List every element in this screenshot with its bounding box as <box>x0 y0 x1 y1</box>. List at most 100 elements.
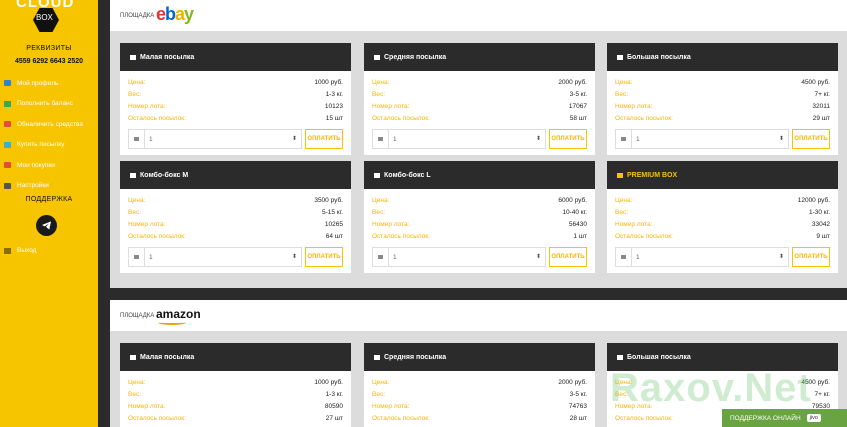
product-card: Большая посылка Цена: 4500 руб. Вес: 7+ кг… <box>607 43 838 155</box>
card-title: Большая посылка <box>627 353 691 361</box>
box-icon <box>616 248 632 266</box>
lot-row: Номер лота: 56430 <box>372 221 587 228</box>
box-icon <box>373 248 389 266</box>
product-card: Средняя посылка Цена: 2000 руб. Вес: 3-5 к… <box>364 343 595 427</box>
quantity-select[interactable]: 1 ⬍ <box>615 247 789 267</box>
box-icon <box>373 130 389 148</box>
left-row: Осталось посылок: 1 шт <box>372 233 587 240</box>
price-row: Цена: 2000 руб. <box>372 379 587 386</box>
price-row: Цена: 2000 руб. <box>372 79 587 86</box>
quantity-select[interactable]: 1 ⬍ <box>128 129 302 149</box>
card-title: Средняя посылка <box>384 53 447 61</box>
sidebar-item-label: Пополнить баланс <box>17 100 73 108</box>
box-icon <box>617 172 623 178</box>
telegram-button[interactable] <box>36 215 57 236</box>
card-header: Большая посылка <box>607 343 838 371</box>
card-header: Малая посылка <box>120 43 351 71</box>
left-row: Осталось посылок: 58 шт <box>372 115 587 122</box>
pay-button[interactable]: ОПЛАТИТЬ <box>549 129 587 149</box>
requisites-title: РЕКВИЗИТЫ <box>26 45 72 52</box>
ebay-logo: ebay <box>156 4 194 24</box>
platform-label: ПЛОЩАДКА <box>120 13 155 19</box>
sidebar-item-buy-package[interactable]: Купить посылку <box>0 135 98 156</box>
sidebar-item-profile[interactable]: Мой профиль <box>0 73 98 94</box>
price-row: Цена: 3500 руб. <box>128 197 343 204</box>
product-card: Малая посылка Цена: 1000 руб. Вес: 1-3 кг.… <box>120 43 351 155</box>
card-title: Малая посылка <box>140 53 195 61</box>
pay-button[interactable]: ОПЛАТИТЬ <box>305 129 343 149</box>
weight-row: Вес: 1-3 кг. <box>128 91 343 98</box>
left-row: Осталось посылок: <box>615 415 673 422</box>
sidebar-item-topup[interactable]: Пополнить баланс <box>0 94 98 115</box>
sidebar-item-label: Купить посылку <box>17 141 65 149</box>
lot-row: Номер лота: 80590 <box>128 403 343 410</box>
card-header: PREMIUM BOX <box>607 161 838 189</box>
sidebar: CLOUD BOX РЕКВИЗИТЫ 4559 6292 6643 2520 … <box>0 0 98 427</box>
box-icon <box>130 54 136 60</box>
pay-button[interactable]: ОПЛАТИТЬ <box>792 247 830 267</box>
weight-row: Вес: 1-30 кг. <box>615 209 830 216</box>
price-row: Цена: 6000 руб. <box>372 197 587 204</box>
chevron-updown-icon: ⬍ <box>535 136 541 142</box>
logo-subtext: BOX <box>36 13 53 22</box>
left-row: Осталось посылок: 64 шт <box>128 233 343 240</box>
chevron-updown-icon: ⬍ <box>291 254 297 260</box>
quantity-select[interactable]: 1 ⬍ <box>372 247 546 267</box>
card-title: PREMIUM BOX <box>627 171 678 179</box>
left-row: Осталось посылок: 27 шт <box>128 415 343 422</box>
weight-row: Вес: 3-5 кг. <box>372 391 587 398</box>
card-header: Комбо-бокс L <box>364 161 595 189</box>
exit-link[interactable]: Выход <box>4 247 36 254</box>
card-header: Средняя посылка <box>364 343 595 371</box>
pay-button[interactable]: ОПЛАТИТЬ <box>305 247 343 267</box>
lot-row: Номер лота: 10123 <box>128 103 343 110</box>
left-row: Осталось посылок: 28 шт <box>372 415 587 422</box>
watermark: Raxov.Net <box>610 366 812 410</box>
sidebar-item-label: Мои покупки <box>17 161 55 169</box>
quantity-select[interactable]: 1 ⬍ <box>128 247 302 267</box>
sidebar-item-label: Обналичить средства <box>17 120 83 128</box>
pay-button[interactable]: ОПЛАТИТЬ <box>549 247 587 267</box>
price-row: Цена: 4500 руб. <box>615 79 830 86</box>
sidebar-item-settings[interactable]: Настройки <box>0 176 98 197</box>
box-icon <box>130 172 136 178</box>
platform-label: ПЛОЩАДКА <box>120 313 155 319</box>
weight-row: Вес: 3-5 кг. <box>372 91 587 98</box>
logo[interactable]: CLOUD BOX <box>0 0 98 40</box>
product-card: Комбо-бокс M Цена: 3500 руб. Вес: 5-15 кг.… <box>120 161 351 273</box>
lot-row: Номер лота: 79530 <box>615 403 830 410</box>
quantity-select[interactable]: 1 ⬍ <box>615 129 789 149</box>
card-title: Большая посылка <box>627 53 691 61</box>
weight-row: Вес: 7+ кг. <box>615 391 830 398</box>
package-icon <box>4 141 11 148</box>
sidebar-item-withdraw[interactable]: Обналичить средства <box>0 114 98 135</box>
platform-panel-ebay: Малая посылка Цена: 1000 руб. Вес: 1-3 кг.… <box>110 31 847 288</box>
chevron-updown-icon: ⬍ <box>535 254 541 260</box>
logout-icon <box>4 247 11 254</box>
platform-header-amazon: ПЛОЩАДКА amazon <box>110 300 847 331</box>
weight-row: Вес: 5-15 кг. <box>128 209 343 216</box>
exit-label: Выход <box>17 247 37 254</box>
card-number: 4559 6292 6643 2520 <box>14 58 84 65</box>
left-row: Осталось посылок: 9 шт <box>615 233 830 240</box>
card-title: Комбо-бокс L <box>384 171 431 179</box>
card-header: Средняя посылка <box>364 43 595 71</box>
sidebar-item-purchases[interactable]: Мои покупки <box>0 155 98 176</box>
box-icon <box>130 354 136 360</box>
product-card: Малая посылка Цена: 1000 руб. Вес: 1-3 кг.… <box>120 343 351 427</box>
quantity-select[interactable]: 1 ⬍ <box>372 129 546 149</box>
chevron-updown-icon: ⬍ <box>778 254 784 260</box>
chevron-updown-icon: ⬍ <box>291 136 297 142</box>
box-icon <box>617 54 623 60</box>
wallet-icon <box>4 100 11 107</box>
card-title: Комбо-бокс M <box>140 171 189 179</box>
box-icon <box>616 130 632 148</box>
main-content: ПЛОЩАДКА ebay Малая посылка Цена: 1000 ру… <box>98 0 847 427</box>
pay-button[interactable]: ОПЛАТИТЬ <box>792 129 830 149</box>
cart-icon <box>4 162 11 169</box>
product-card-premium: PREMIUM BOX Цена: 12000 руб. Вес: 1-30 кг.… <box>607 161 838 273</box>
price-row: Цена: 4500 руб. <box>615 379 830 386</box>
telegram-icon <box>41 221 52 230</box>
weight-row: Вес: 1-3 кг. <box>128 391 343 398</box>
support-chat-button[interactable]: ПОДДЕРЖКА ОНЛАЙН jivo <box>722 409 847 427</box>
